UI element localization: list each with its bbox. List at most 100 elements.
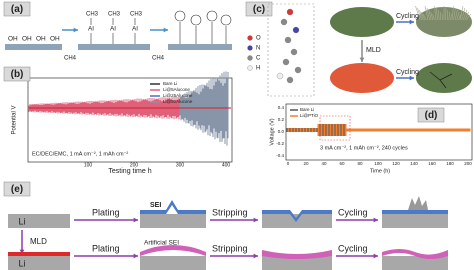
label: C — [256, 56, 261, 62]
arrow-head — [73, 27, 78, 33]
arrow-head — [373, 253, 378, 259]
arrow-head — [253, 253, 258, 259]
dendrite — [454, 9, 458, 21]
sei-layer — [140, 200, 206, 214]
dendrite — [458, 13, 462, 21]
li-block — [140, 214, 206, 228]
label: Plating — [92, 207, 120, 217]
atom — [282, 58, 290, 66]
label: 140 — [410, 161, 418, 166]
dendrite — [422, 13, 427, 21]
label: MLD — [366, 47, 381, 54]
label: Stripping — [212, 207, 248, 217]
label: Li@5Alucone — [163, 87, 190, 92]
label: Al — [88, 26, 94, 33]
label: Plating — [92, 243, 120, 253]
atom-key — [247, 45, 253, 51]
label: OH — [22, 36, 32, 43]
arrow-head — [133, 217, 138, 223]
dendrite — [417, 7, 422, 21]
label: Al — [110, 26, 116, 33]
label: Cycling — [396, 13, 419, 20]
li-block — [262, 214, 332, 228]
dendrite — [424, 5, 429, 21]
label: Li@25Alucone — [163, 93, 193, 98]
dendrite — [464, 11, 469, 21]
surface — [168, 44, 232, 50]
label: 180 — [446, 161, 454, 166]
dendrite — [430, 11, 434, 21]
panel-label-box — [417, 107, 445, 123]
dendrite — [453, 7, 456, 21]
atom-key — [247, 65, 253, 71]
sei-layer — [140, 245, 206, 256]
li-block — [382, 214, 448, 228]
li-block — [8, 214, 70, 228]
label: OH — [36, 36, 46, 43]
label: Li — [18, 216, 25, 226]
dendrite — [434, 5, 437, 21]
atom — [286, 8, 294, 16]
label: Al — [132, 26, 138, 33]
dendrite — [446, 9, 449, 21]
disc-coated — [330, 63, 394, 93]
sei-layer — [8, 252, 70, 256]
label: OH — [8, 36, 18, 43]
dendrite — [450, 13, 452, 21]
atom — [292, 26, 300, 34]
label: 100 — [374, 161, 382, 166]
label: (a) — [11, 4, 23, 15]
label: CH3 — [130, 12, 143, 18]
dendrite — [438, 9, 440, 21]
zoom-box — [267, 3, 315, 97]
crack — [429, 71, 453, 89]
panel-label-box — [3, 66, 31, 82]
dendrite — [415, 5, 421, 21]
dendrite — [461, 7, 466, 21]
label: Li@50Alucone — [163, 99, 193, 104]
label: H — [256, 66, 260, 72]
panel-label-box — [245, 1, 273, 17]
label: Time (h) — [370, 168, 390, 174]
li-block — [8, 256, 70, 270]
dendrite — [448, 11, 450, 21]
label: 100 — [84, 162, 93, 168]
label: 0.2 — [278, 117, 285, 122]
sei-layer — [382, 210, 448, 214]
arrow-head — [359, 57, 365, 62]
atom-key — [247, 55, 253, 61]
atom-key — [247, 35, 253, 41]
label: OH — [50, 36, 60, 43]
label: CH4 — [64, 56, 77, 62]
label: MLD — [30, 237, 47, 246]
label: Cycling — [396, 69, 419, 76]
surface — [78, 44, 150, 50]
label: Testing time h — [108, 168, 151, 175]
label: 200 — [464, 161, 472, 166]
label: Bare Li — [163, 81, 177, 86]
sei-layer — [382, 249, 448, 259]
dendrite — [466, 13, 471, 21]
label: Bare Li — [300, 107, 314, 112]
label: CH3 — [108, 12, 121, 18]
atom — [290, 48, 298, 56]
inset-box — [319, 115, 351, 141]
label: 300 — [176, 162, 185, 168]
label: Li — [18, 258, 25, 268]
label: Cycling — [338, 243, 368, 253]
li-block — [382, 256, 448, 270]
label: Cycling — [338, 207, 368, 217]
ring — [206, 10, 218, 22]
li-block — [140, 256, 206, 270]
dendrite — [432, 13, 435, 21]
label: 200 — [130, 162, 139, 168]
label: 60 — [339, 161, 345, 166]
ring — [190, 14, 202, 26]
label: EC/DEC/EMC, 1 mA cm⁻², 1 mAh cm⁻² — [32, 151, 128, 157]
label: 3 mA cm⁻², 1 mAh cm⁻², 240 cycles — [320, 145, 408, 151]
label: (b) — [11, 69, 24, 80]
dendrite — [459, 5, 464, 21]
sei-layer — [262, 250, 332, 259]
label: Voltage (V) — [269, 118, 275, 145]
